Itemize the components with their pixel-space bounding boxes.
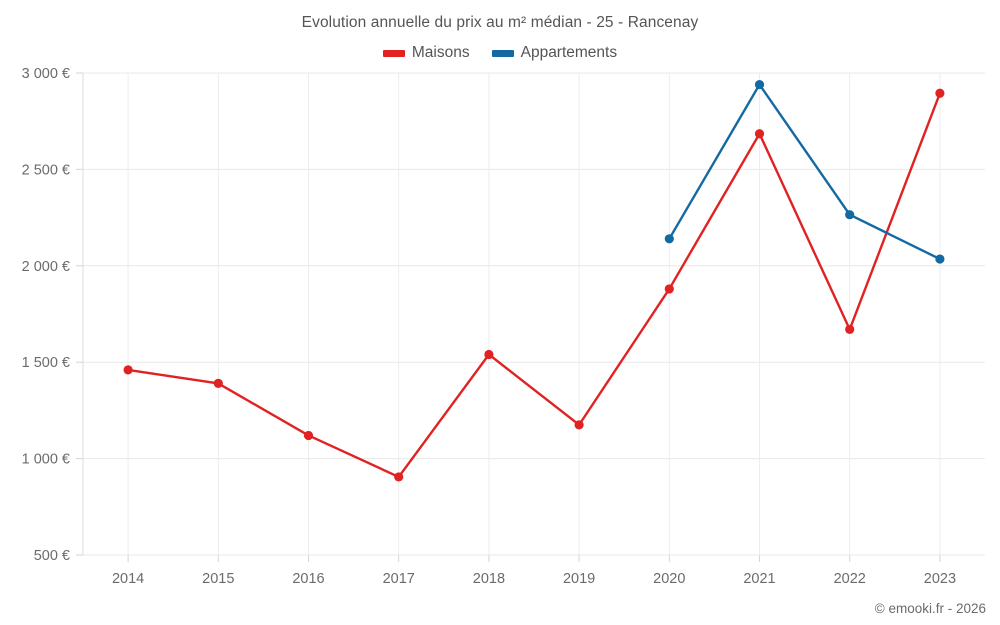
footer-credit: © emooki.fr - 2026 [874, 601, 986, 616]
data-point[interactable] [574, 420, 584, 430]
x-tick-label: 2016 [292, 571, 324, 587]
series-line-appartements [668, 83, 942, 261]
y-tick-label: 1 500 € [22, 355, 70, 371]
y-tick-label: 2 500 € [22, 162, 70, 178]
x-tick-label: 2017 [383, 571, 415, 587]
data-point[interactable] [213, 378, 223, 389]
x-tick-label: 2020 [653, 571, 685, 587]
data-point[interactable] [394, 472, 404, 482]
y-tick-label: 1 000 € [22, 452, 70, 468]
series-line-maisons [126, 92, 942, 479]
x-tick-label: 2014 [112, 571, 144, 587]
chart-legend: Maisons Appartements [0, 44, 1000, 62]
y-axis-tick-labels: 500 € 1 000 € 1 500 € 2 000 € 2 500 € 3 000 € [22, 66, 70, 564]
x-tick-label: 2018 [473, 571, 505, 587]
legend-label-appartements: Appartements [520, 44, 618, 61]
x-tick-label: 2023 [924, 571, 956, 587]
grid-lines [76, 72, 985, 562]
x-axis-tick-labels: 2014 2015 2016 2017 2018 2019 2020 2021 2022 2023 [112, 571, 956, 587]
data-point[interactable] [935, 254, 945, 264]
y-tick-label: 500 € [34, 548, 70, 564]
data-point[interactable] [845, 210, 855, 220]
x-tick-label: 2015 [202, 571, 234, 587]
y-tick-label: 3 000 € [22, 66, 70, 82]
data-point[interactable] [303, 430, 314, 441]
data-series-layer [123, 79, 945, 482]
legend-swatch-maisons [382, 49, 405, 57]
data-point[interactable] [664, 284, 674, 294]
data-point[interactable] [935, 88, 945, 98]
x-tick-label: 2021 [743, 571, 775, 587]
data-point[interactable] [123, 365, 133, 375]
legend-item-maisons[interactable]: Maisons [382, 44, 470, 62]
x-tick-label: 2022 [834, 571, 866, 587]
y-tick-label: 2 000 € [22, 259, 70, 275]
x-tick-label: 2019 [563, 571, 595, 587]
legend-item-appartements[interactable]: Appartements [491, 44, 618, 62]
chart-title: Evolution annuelle du prix au m² médian … [301, 14, 699, 31]
legend-label-maisons: Maisons [411, 44, 470, 61]
data-point[interactable] [845, 324, 855, 335]
data-point[interactable] [754, 79, 765, 90]
data-point[interactable] [664, 234, 674, 244]
data-point[interactable] [754, 129, 765, 139]
data-point[interactable] [484, 349, 494, 360]
legend-swatch-appartements [491, 49, 514, 57]
